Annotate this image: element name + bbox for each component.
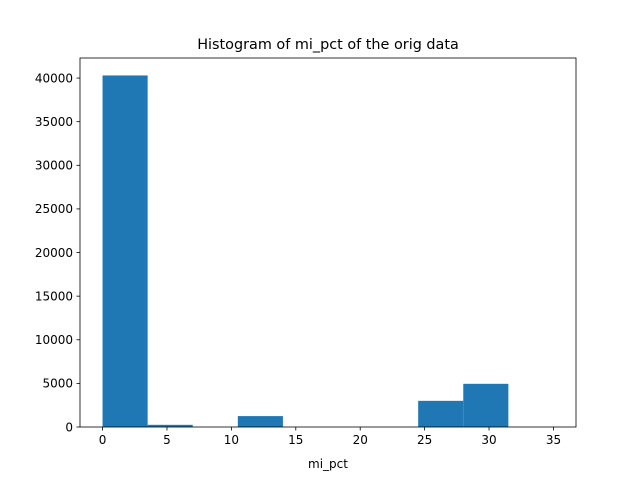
bars-group bbox=[102, 75, 509, 427]
y-tick-label: 40000 bbox=[35, 71, 73, 85]
x-tick-label: 5 bbox=[163, 433, 171, 447]
histogram-bar bbox=[237, 416, 283, 427]
chart-title: Histogram of mi_pct of the orig data bbox=[197, 37, 459, 53]
histogram-bar bbox=[463, 383, 509, 427]
y-tick-label: 35000 bbox=[35, 115, 73, 129]
y-tick-label: 5000 bbox=[42, 377, 73, 391]
x-tick-label: 0 bbox=[99, 433, 107, 447]
x-axis-label: mi_pct bbox=[308, 457, 348, 471]
histogram-bar bbox=[102, 75, 148, 427]
y-tick-label: 20000 bbox=[35, 246, 73, 260]
histogram-bar bbox=[147, 424, 193, 427]
x-tick-label: 30 bbox=[481, 433, 496, 447]
y-tick-label: 0 bbox=[65, 420, 73, 434]
y-tick-label: 15000 bbox=[35, 289, 73, 303]
y-tick-label: 25000 bbox=[35, 202, 73, 216]
histogram-bar bbox=[418, 400, 464, 427]
x-tick-label: 20 bbox=[353, 433, 368, 447]
x-tick-label: 10 bbox=[224, 433, 239, 447]
y-tick-label: 30000 bbox=[35, 159, 73, 173]
x-tick-label: 35 bbox=[546, 433, 561, 447]
x-tick-label: 15 bbox=[288, 433, 303, 447]
x-axis-ticks: 0 5 10 15 20 25 30 35 bbox=[99, 427, 561, 447]
plot-frame bbox=[79, 57, 577, 428]
y-tick-label: 10000 bbox=[35, 333, 73, 347]
x-tick-label: 25 bbox=[417, 433, 432, 447]
y-axis-ticks: 0 5000 10000 15000 20000 25000 30000 35000 40000 bbox=[35, 71, 80, 434]
